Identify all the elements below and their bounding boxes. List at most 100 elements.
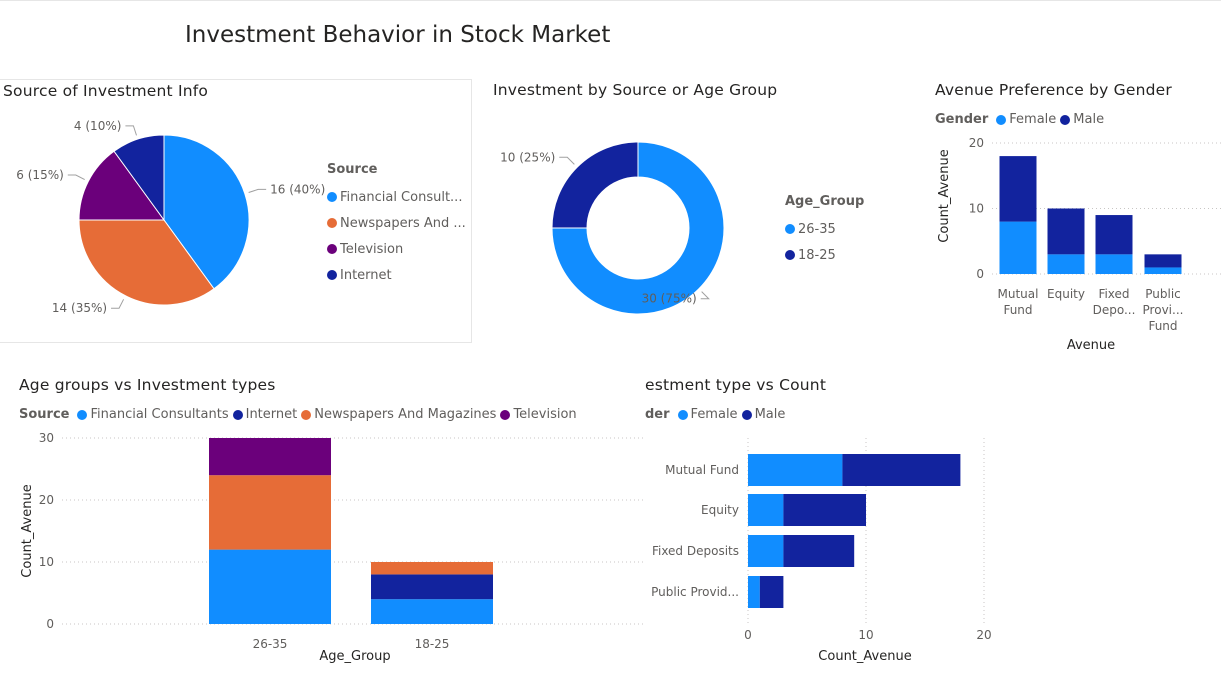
legend-dot (785, 224, 795, 234)
legend-dot (327, 218, 337, 228)
legend-label: Female (690, 407, 738, 422)
visual-title: Age groups vs Investment types (19, 376, 276, 394)
leader-line (111, 299, 125, 309)
bar-female-fixed-deposits (1095, 254, 1133, 274)
legend-item-television[interactable]: Television (327, 236, 466, 262)
bar-television-26-35 (209, 438, 331, 476)
bar-female-equity (748, 494, 784, 526)
x-tick-label: 18-25 (415, 637, 450, 651)
y-tick-label: 20 (39, 493, 54, 507)
data-label: 14 (35%) (52, 301, 107, 315)
y-axis-title: Count_Avenue (937, 149, 952, 242)
legend-label: Newspapers And Magazines (314, 407, 497, 422)
legend-dot (77, 409, 88, 420)
legend-label: Internet (340, 267, 392, 283)
age-investment-visual[interactable]: Age groups vs Investment types Source Fi… (0, 368, 645, 680)
age-investment-chart: 0 10 20 30 26-35 18-25 Age_Group Count_Avenue (20, 431, 645, 664)
legend-item-internet[interactable]: Internet (327, 262, 466, 288)
bar-female-equity (1047, 254, 1085, 274)
legend-item-television[interactable]: Television (500, 407, 577, 422)
legend-item-newspapers[interactable]: Newspapers And Magazines (301, 407, 496, 422)
legend-item-internet[interactable]: Internet (232, 407, 297, 422)
bar-male-equity (783, 494, 866, 526)
legend-item-female[interactable]: Female (677, 407, 738, 422)
legend-dot (327, 244, 337, 254)
legend-label: 26-35 (798, 221, 836, 237)
legend-label: Newspapers And ... (340, 215, 466, 231)
avenue-gender-visual[interactable]: Avenue Preference by Gender Gender Femal… (920, 79, 1221, 359)
bar-male-fixed-deposits (783, 535, 855, 567)
legend-item-18-25[interactable]: 18-25 (785, 242, 872, 268)
bar-male-public-provident-fund (1144, 254, 1182, 268)
x-axis-title: Age_Group (319, 649, 390, 664)
legend-item-male[interactable]: Male (1060, 112, 1104, 127)
source-legend[interactable]: Source Financial Consult... Newspapers A… (327, 162, 466, 288)
bar-female-public-provid (748, 576, 760, 608)
x-axis-title: Count_Avenue (818, 649, 911, 664)
legend-title: Gender (935, 112, 989, 127)
top-divider (0, 0, 1221, 1)
legend-dot (232, 409, 243, 420)
source-legend[interactable]: Source Financial Consultants Internet Ne… (19, 407, 581, 422)
legend-title: Age_Group (785, 194, 865, 209)
pie-slice-internet (113, 134, 165, 222)
visual-title: Source of Investment Info (3, 82, 209, 100)
legend-title: der (645, 407, 670, 422)
x-tick-label: 26-35 (253, 637, 288, 651)
bar-female-public-provident-fund (1144, 267, 1182, 274)
age-donut-visual[interactable]: Investment by Source or Age Group 30 (75… (480, 79, 910, 341)
leader-line (248, 188, 267, 193)
bar-newspapers-and-magazines-26-35 (209, 475, 331, 550)
leader-line (700, 291, 710, 300)
y-tick-label: Equity (701, 503, 739, 517)
legend-dot (1060, 114, 1071, 125)
legend-label: Television (340, 241, 404, 257)
legend-dot (785, 250, 795, 260)
legend-item-female[interactable]: Female (996, 112, 1056, 127)
gender-legend[interactable]: Gender Female Male (935, 112, 1108, 127)
y-tick-label: 20 (969, 136, 984, 150)
legend-label: Male (1073, 112, 1105, 127)
data-label: 6 (15%) (16, 168, 63, 182)
pie-slice-18-25 (551, 141, 639, 229)
legend-title: Source (327, 162, 378, 177)
legend-item-financial-consultants[interactable]: Financial Consultants (77, 407, 229, 422)
leader-line (125, 125, 137, 136)
x-tick-label: 20 (976, 628, 991, 642)
legend-item-26-35[interactable]: 26-35 (785, 216, 872, 242)
x-tick-label: Mutual Fund (998, 287, 1039, 317)
type-count-chart: 0 10 20 Mutual Fund Equity Fixed Deposits Publ… (651, 438, 992, 664)
data-label: 16 (40%) (270, 182, 325, 196)
bar-male-mutual-fund (999, 156, 1037, 222)
gender-legend[interactable]: der Female Male (645, 407, 789, 422)
bar-male-fixed-deposits (1095, 215, 1133, 255)
legend-label: 18-25 (798, 247, 836, 263)
legend-dot (301, 409, 312, 420)
legend-dot (327, 270, 337, 280)
legend-label: Female (1009, 112, 1057, 127)
pie-slice-26-35 (551, 141, 725, 315)
legend-title: Source (19, 407, 70, 422)
bar-newspapers-and-magazines-18-25 (371, 562, 493, 575)
age-donut-chart: 30 (75%) 10 (25%) (500, 141, 725, 315)
bar-male-equity (1047, 208, 1085, 255)
visual-title: estment type vs Count (645, 376, 827, 394)
legend-dot (677, 409, 688, 420)
bar-female-mutual-fund (999, 221, 1037, 274)
bar-male-mutual-fund (842, 454, 961, 486)
age-group-legend[interactable]: Age_Group 26-35 18-25 (785, 194, 872, 268)
legend-label: Financial Consultants (90, 407, 229, 422)
pie-slice-financial-consultants (163, 134, 250, 290)
legend-dot (996, 114, 1007, 125)
y-tick-label: Public Provid... (651, 585, 739, 599)
legend-item-financial-consultants[interactable]: Financial Consult... (327, 184, 466, 210)
legend-item-male[interactable]: Male (741, 407, 785, 422)
legend-item-newspapers[interactable]: Newspapers And ... (327, 210, 466, 236)
bar-financial-consultants-18-25 (371, 599, 493, 624)
visual-title: Avenue Preference by Gender (935, 81, 1172, 99)
type-count-visual[interactable]: estment type vs Count der Female Male 0 1… (645, 368, 1045, 680)
source-pie-visual[interactable]: Source of Investment Info 16 (40%) 14 (35… (0, 79, 472, 343)
source-pie-chart: 16 (40%) 14 (35%) 6 (15%) 4 (10%) (16, 119, 325, 315)
report-title: Investment Behavior in Stock Market (185, 22, 611, 48)
x-axis-title: Avenue (1067, 338, 1115, 353)
